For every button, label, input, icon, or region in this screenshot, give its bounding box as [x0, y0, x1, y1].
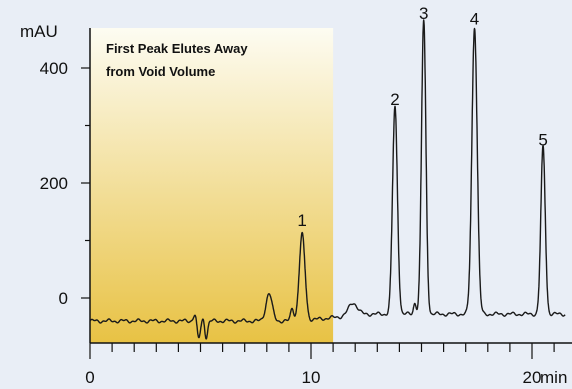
x-tick-label: 0	[85, 368, 94, 387]
chromatogram-trace	[89, 19, 566, 340]
y-tick-label: 400	[40, 59, 68, 78]
peak-label-3: 3	[419, 4, 428, 23]
y-tick-label: 0	[59, 289, 68, 308]
x-tick-label: 20	[523, 368, 542, 387]
axis-ticks	[81, 67, 555, 359]
void-volume-highlight-region	[90, 28, 334, 343]
peak-label-4: 4	[470, 10, 479, 29]
annotation-line-2: from Void Volume	[106, 64, 215, 79]
peak-label-1: 1	[297, 211, 306, 230]
peak-label-2: 2	[390, 90, 399, 109]
x-axis-unit-label: min	[540, 368, 567, 387]
peak-label-5: 5	[538, 130, 547, 149]
y-axis-unit-label: mAU	[20, 22, 58, 41]
y-tick-label: 200	[40, 174, 68, 193]
annotation-line-1: First Peak Elutes Away	[106, 41, 248, 56]
x-tick-label: 10	[302, 368, 321, 387]
